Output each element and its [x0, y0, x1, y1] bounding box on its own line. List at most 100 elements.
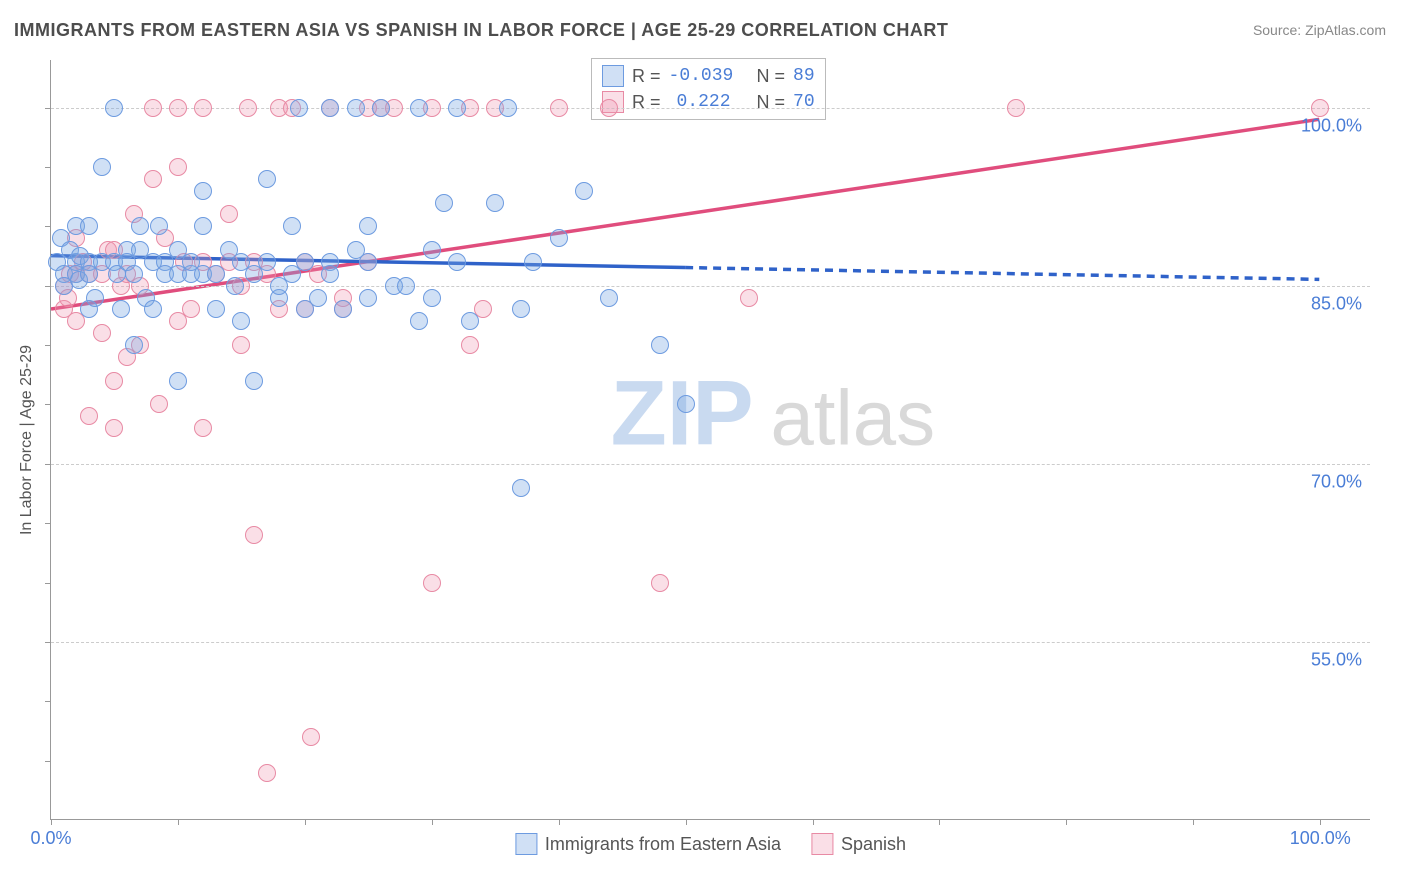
scatter-point-a	[512, 300, 530, 318]
r-label: R =	[632, 66, 661, 87]
legend-label-a: Immigrants from Eastern Asia	[545, 834, 781, 855]
r-value-b: 0.222	[669, 92, 731, 112]
legend-swatch-a	[515, 833, 537, 855]
scatter-point-a	[435, 194, 453, 212]
ytick-label: 70.0%	[1311, 471, 1362, 492]
scatter-point-a	[359, 217, 377, 235]
scatter-point-a	[93, 158, 111, 176]
ytick-mark	[45, 404, 51, 405]
legend-swatch-b	[811, 833, 833, 855]
scatter-point-a	[125, 265, 143, 283]
scatter-point-b	[239, 99, 257, 117]
scatter-point-b	[302, 728, 320, 746]
xtick-mark	[559, 819, 560, 825]
watermark-zip: ZIP	[611, 363, 754, 465]
scatter-point-a	[169, 372, 187, 390]
n-label: N =	[757, 92, 786, 113]
scatter-point-a	[651, 336, 669, 354]
scatter-point-a	[550, 229, 568, 247]
xtick-mark	[305, 819, 306, 825]
source-label: Source: ZipAtlas.com	[1253, 22, 1386, 38]
scatter-point-a	[258, 170, 276, 188]
scatter-point-b	[220, 205, 238, 223]
xtick-mark	[939, 819, 940, 825]
scatter-point-a	[347, 99, 365, 117]
scatter-point-b	[169, 158, 187, 176]
scatter-point-a	[359, 253, 377, 271]
scatter-point-b	[1311, 99, 1329, 117]
plot-area: ZIP atlas R = -0.039 N = 89 R = 0.222 N …	[50, 60, 1370, 820]
xtick-mark	[51, 819, 52, 825]
xtick-mark	[813, 819, 814, 825]
scatter-point-b	[105, 372, 123, 390]
xtick-mark	[686, 819, 687, 825]
scatter-point-b	[80, 407, 98, 425]
scatter-point-b	[182, 300, 200, 318]
scatter-point-a	[359, 289, 377, 307]
scatter-point-a	[131, 217, 149, 235]
scatter-point-b	[144, 99, 162, 117]
scatter-point-a	[575, 182, 593, 200]
scatter-point-a	[461, 312, 479, 330]
ytick-mark	[45, 523, 51, 524]
scatter-point-a	[321, 265, 339, 283]
scatter-point-a	[410, 312, 428, 330]
scatter-point-a	[486, 194, 504, 212]
scatter-point-b	[194, 99, 212, 117]
r-label: R =	[632, 92, 661, 113]
scatter-point-a	[194, 182, 212, 200]
watermark-atlas: atlas	[770, 374, 935, 462]
scatter-point-a	[258, 253, 276, 271]
scatter-point-a	[226, 277, 244, 295]
scatter-point-b	[194, 419, 212, 437]
scatter-point-b	[600, 99, 618, 117]
scatter-point-a	[677, 395, 695, 413]
xtick-mark	[178, 819, 179, 825]
xtick-label: 100.0%	[1290, 828, 1351, 849]
ytick-mark	[45, 286, 51, 287]
n-label: N =	[757, 66, 786, 87]
ytick-label: 100.0%	[1301, 115, 1362, 136]
scatter-point-a	[125, 336, 143, 354]
scatter-point-a	[112, 300, 130, 318]
ytick-mark	[45, 108, 51, 109]
legend-bottom: Immigrants from Eastern Asia Spanish	[515, 833, 906, 855]
scatter-point-a	[245, 372, 263, 390]
scatter-point-a	[410, 99, 428, 117]
scatter-point-a	[309, 289, 327, 307]
scatter-point-a	[334, 300, 352, 318]
scatter-point-a	[448, 253, 466, 271]
gridline-h	[51, 464, 1370, 465]
legend-item-b: Spanish	[811, 833, 906, 855]
ytick-label: 55.0%	[1311, 649, 1362, 670]
ytick-label: 85.0%	[1311, 293, 1362, 314]
y-axis-label: In Labor Force | Age 25-29	[18, 345, 36, 535]
scatter-point-b	[245, 526, 263, 544]
scatter-point-a	[296, 253, 314, 271]
watermark: ZIP atlas	[51, 60, 1370, 819]
legend-swatch-a	[602, 65, 624, 87]
scatter-point-a	[144, 300, 162, 318]
scatter-point-b	[461, 336, 479, 354]
trendline	[685, 268, 1319, 280]
trendlines-layer	[51, 60, 1370, 819]
scatter-point-a	[423, 289, 441, 307]
scatter-point-a	[397, 277, 415, 295]
scatter-point-a	[194, 217, 212, 235]
ytick-mark	[45, 642, 51, 643]
scatter-point-b	[423, 574, 441, 592]
ytick-mark	[45, 226, 51, 227]
scatter-point-a	[423, 241, 441, 259]
scatter-point-a	[150, 217, 168, 235]
scatter-point-b	[169, 99, 187, 117]
scatter-point-b	[550, 99, 568, 117]
scatter-point-a	[86, 289, 104, 307]
scatter-point-b	[1007, 99, 1025, 117]
scatter-point-a	[207, 300, 225, 318]
xtick-label: 0.0%	[30, 828, 71, 849]
scatter-point-b	[258, 764, 276, 782]
scatter-point-a	[512, 479, 530, 497]
scatter-point-a	[207, 265, 225, 283]
xtick-mark	[1193, 819, 1194, 825]
gridline-h	[51, 642, 1370, 643]
